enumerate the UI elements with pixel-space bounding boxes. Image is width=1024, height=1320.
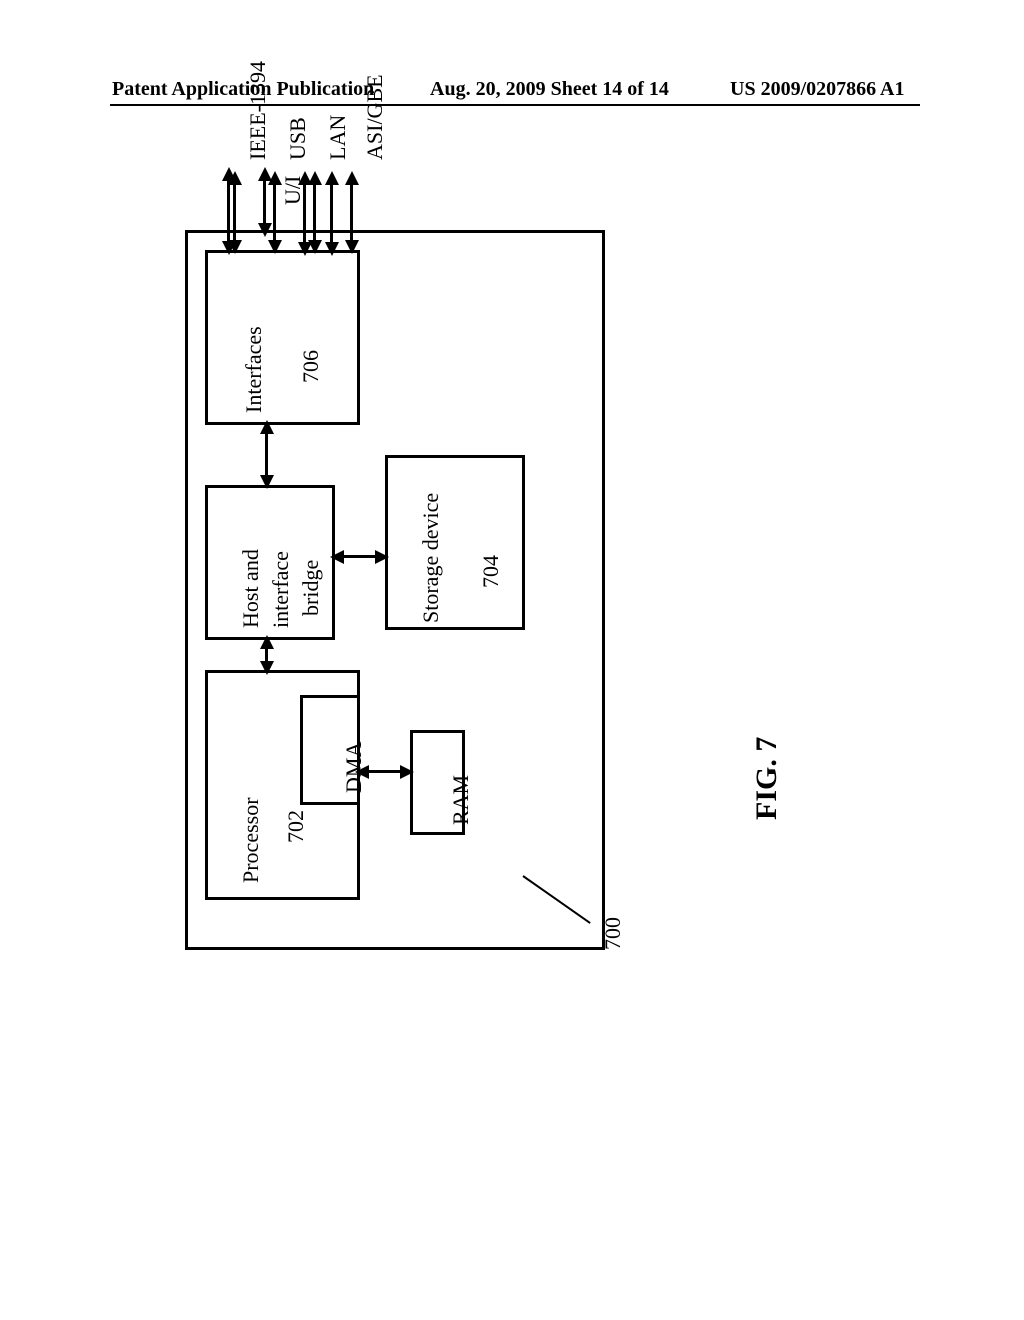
proc-bridge-down — [260, 661, 274, 675]
header-rule — [110, 104, 920, 106]
ui-connector — [263, 175, 266, 230]
processor-num: 702 — [283, 810, 309, 843]
interfaces-block: Interfaces 706 — [205, 250, 360, 425]
bridge-iface-up — [260, 420, 274, 434]
bridge-storage-l — [330, 550, 344, 564]
figure-caption: FIG. 7 — [750, 737, 784, 820]
interfaces-num: 706 — [298, 350, 324, 383]
dma-ram-r — [400, 765, 414, 779]
block-diagram: Processor 702 DMA RAM Host and interface… — [185, 195, 615, 955]
header-left: Patent Application Publication — [112, 78, 374, 101]
processor-label: Processor — [238, 797, 264, 883]
storage-num: 704 — [478, 555, 504, 588]
ui-arrow-down — [258, 223, 272, 237]
dma-block: DMA — [300, 695, 360, 805]
dma-ram-l — [355, 765, 369, 779]
header-right: US 2009/0207866 A1 — [730, 78, 904, 101]
bridge-storage-r — [375, 550, 389, 564]
io-label-d: ASI/GBE — [362, 74, 388, 160]
bridge-line3: bridge — [298, 560, 324, 616]
io-a-line — [227, 175, 230, 250]
ref-num: 700 — [600, 917, 626, 950]
bridge-block: Host and interface bridge — [205, 485, 335, 640]
io-label-a: IEEE-1394 — [245, 61, 271, 160]
storage-block: Storage device 704 — [385, 455, 525, 630]
header-mid: Aug. 20, 2009 Sheet 14 of 14 — [430, 78, 669, 101]
bridge-iface-down — [260, 475, 274, 489]
storage-label: Storage device — [418, 493, 444, 623]
interfaces-label: Interfaces — [241, 326, 267, 413]
io-label-c: LAN — [325, 115, 351, 160]
io-label-b: USB — [285, 117, 311, 160]
ram-label: RAM — [448, 775, 474, 825]
bridge-line2: interface — [268, 551, 294, 628]
bridge-line1: Host and — [238, 549, 264, 628]
ram-block: RAM — [410, 730, 465, 835]
proc-bridge-up — [260, 635, 274, 649]
